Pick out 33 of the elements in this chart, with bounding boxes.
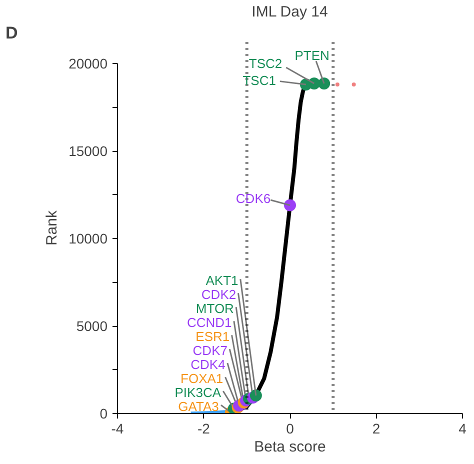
series-label: TSC1 <box>242 73 276 88</box>
text: CDK7 <box>192 343 228 358</box>
y-tick-label: 20000 <box>68 56 108 72</box>
text: D <box>6 24 18 42</box>
series-label: PIK3CA <box>174 385 222 400</box>
point <box>284 199 296 212</box>
y-tick-label: 10000 <box>68 230 108 246</box>
point <box>352 82 356 86</box>
text: TSC2 <box>248 56 282 71</box>
chart-title: IML Day 14 <box>252 4 328 20</box>
point <box>250 389 262 402</box>
text: ESR1 <box>196 329 230 344</box>
x-tick-label: -2 <box>198 420 210 436</box>
y-axis-title: Rank <box>44 210 61 246</box>
y-tick-label: 0 <box>100 406 108 422</box>
text: CDK4 <box>190 357 226 372</box>
x-tick-label: 0 <box>286 420 294 436</box>
series-label: CDK6 <box>236 190 271 206</box>
y-tick-label: 5000 <box>76 318 108 334</box>
y-tick-label: 15000 <box>68 143 108 159</box>
x-axis-title: Beta score <box>254 438 326 456</box>
text: MTOR <box>196 301 234 316</box>
text: CCND1 <box>187 315 232 330</box>
text: AKT1 <box>206 273 238 288</box>
x-tick-label: -4 <box>111 420 124 436</box>
x-tick-label: 2 <box>372 420 380 436</box>
series-label: PTEN <box>294 48 330 63</box>
point <box>335 82 340 86</box>
series-label: FOXA1 <box>180 371 224 386</box>
point <box>318 77 330 90</box>
series-label: GATA3 <box>178 399 219 414</box>
text: CDK2 <box>201 287 236 302</box>
x-tick-label: 4 <box>458 420 467 436</box>
